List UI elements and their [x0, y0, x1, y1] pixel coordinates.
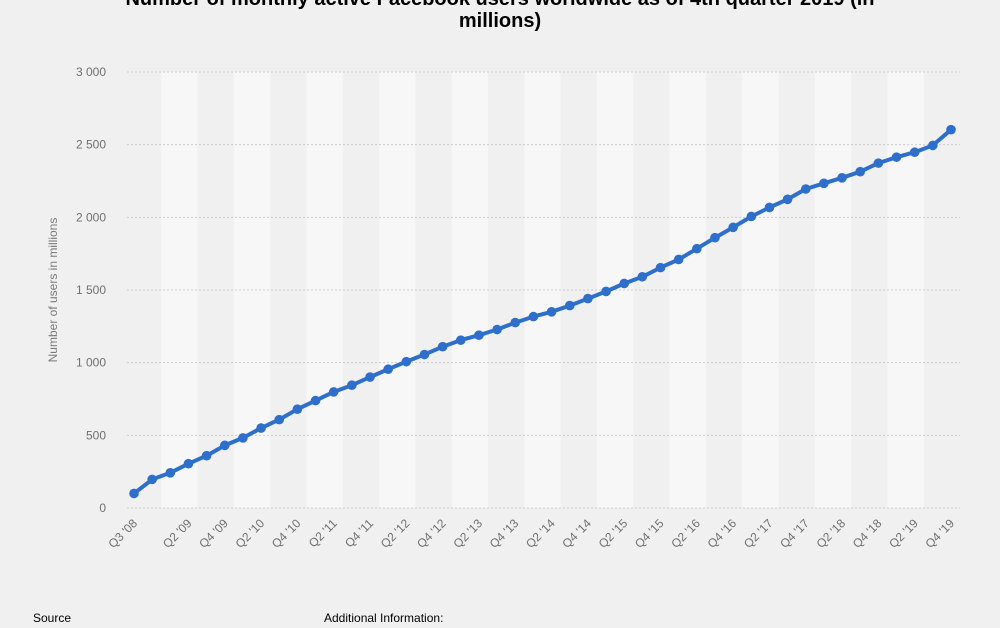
data-point: [347, 380, 357, 390]
series-line-group: [132, 127, 953, 496]
data-point: [419, 349, 430, 360]
chart-band: [887, 72, 924, 508]
x-tick-label: Q4 '19: [922, 516, 957, 551]
data-point: [219, 440, 230, 451]
data-point: [456, 335, 466, 345]
data-point: [837, 173, 847, 183]
data-point: [238, 433, 248, 443]
x-tick-label: Q2 '10: [233, 516, 268, 551]
data-point: [601, 286, 611, 297]
x-tick-label: Q2 '17: [741, 516, 776, 551]
data-point: [328, 387, 339, 397]
data-point: [764, 202, 775, 213]
x-tick-label: Q2 '16: [668, 516, 703, 551]
x-tick-label: Q3 '08: [105, 516, 140, 551]
data-point: [183, 458, 194, 469]
x-tick-label: Q4 '10: [269, 516, 304, 551]
data-point: [710, 232, 720, 243]
x-tick-label: Q4 '11: [342, 516, 376, 550]
series-points: [129, 124, 956, 499]
data-point: [365, 372, 375, 382]
x-tick-label: Q2 '12: [378, 516, 413, 551]
y-axis-ticks: 0 500 1 000 1 500 2 000 2 500 3 000: [76, 65, 106, 515]
data-point: [946, 124, 956, 135]
chart-band: [379, 72, 416, 508]
chart-title-line-2: millions): [458, 10, 542, 32]
data-point: [583, 293, 593, 304]
data-point: [782, 194, 793, 205]
source-link[interactable]: Source: [33, 611, 72, 625]
x-tick-label: Q4 '12: [414, 516, 449, 551]
data-point: [437, 341, 448, 352]
series-line: [132, 127, 953, 496]
y-tick-label: 1 000: [76, 356, 106, 370]
chart-band: [524, 72, 561, 508]
data-point: [909, 147, 920, 158]
x-tick-label: Q4 '17: [777, 516, 812, 551]
data-point: [800, 184, 811, 194]
data-point: [292, 404, 303, 414]
y-tick-label: 0: [99, 501, 106, 515]
x-tick-label: Q4 '13: [487, 516, 522, 551]
data-point: [383, 364, 393, 375]
data-point: [673, 254, 684, 265]
data-point: [528, 311, 539, 322]
y-axis-label: Number of users in millions: [46, 217, 60, 363]
x-tick-label: Q4 '16: [705, 516, 740, 551]
y-tick-label: 2 000: [76, 210, 106, 224]
y-tick-label: 3 000: [76, 65, 106, 79]
y-tick-label: 1 500: [76, 283, 106, 297]
data-point: [201, 450, 212, 461]
data-point: [310, 395, 321, 406]
data-point: [256, 423, 266, 433]
x-tick-label: Q2 '09: [160, 516, 195, 551]
data-point: [692, 243, 702, 254]
data-point: [655, 262, 666, 273]
y-tick-label: 500: [86, 428, 106, 442]
data-point: [855, 166, 866, 177]
x-axis-ticks: Q3 '08 Q2 '09 Q4 '09 Q2 '10 Q4 '10 Q2 '11 Q4 '…: [105, 516, 957, 551]
x-tick-label: Q4 '09: [196, 516, 231, 551]
y-tick-label: 2 500: [76, 138, 106, 152]
data-point: [873, 158, 884, 168]
data-point: [401, 356, 412, 367]
x-tick-label: Q2 '19: [886, 516, 921, 551]
x-tick-label: Q2 '11: [306, 516, 340, 550]
data-point: [492, 324, 502, 335]
data-point: [619, 278, 629, 289]
data-point: [147, 474, 157, 485]
data-point: [129, 488, 139, 499]
chart-title-line-1: Number of monthly active Facebook users …: [0, 0, 1000, 11]
data-point: [564, 300, 575, 311]
data-point: [546, 307, 557, 317]
data-point: [474, 330, 484, 340]
data-point: [165, 468, 176, 478]
additional-information-link[interactable]: Additional Information:: [324, 611, 444, 625]
chart-band: [451, 72, 489, 508]
data-point: [510, 317, 521, 328]
data-point: [819, 178, 829, 189]
x-tick-label: Q2 '13: [450, 516, 485, 551]
data-point: [891, 152, 902, 162]
data-point: [637, 271, 648, 282]
data-point: [274, 414, 285, 425]
x-tick-label: Q4 '18: [850, 516, 885, 551]
x-tick-label: Q2 '18: [814, 516, 849, 551]
x-tick-label: Q4 '15: [632, 516, 667, 551]
x-tick-label: Q2 '14: [523, 516, 558, 551]
x-tick-label: Q4 '14: [559, 516, 594, 551]
data-point: [928, 140, 938, 151]
data-point: [728, 222, 738, 233]
x-tick-label: Q2 '15: [596, 516, 631, 551]
data-point: [746, 211, 757, 222]
chart-gridlines: [127, 71, 960, 509]
